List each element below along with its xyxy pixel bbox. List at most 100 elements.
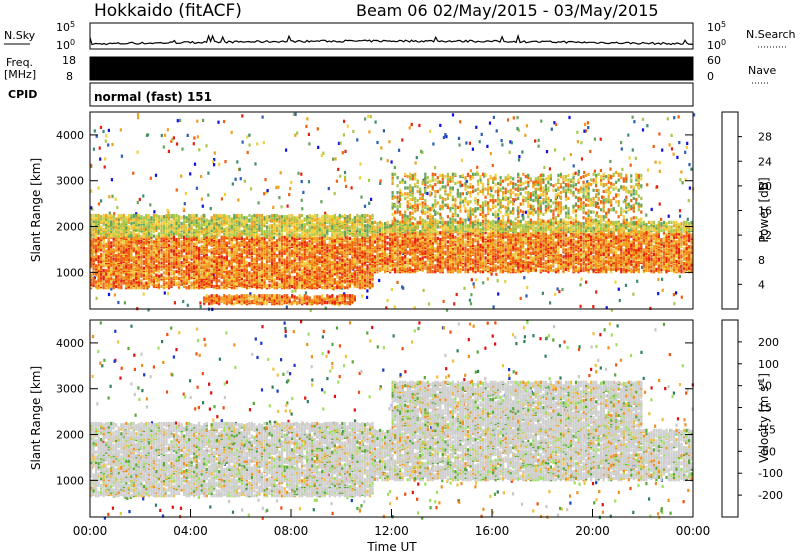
- band-cell: [218, 239, 221, 243]
- band-cell: [243, 267, 246, 271]
- band-cell: [240, 213, 243, 218]
- band-cell: [326, 235, 329, 239]
- scatter-cell: [344, 175, 347, 179]
- band-cell: [183, 217, 186, 221]
- scatter-cell: [584, 122, 587, 126]
- band-cell: [175, 281, 178, 285]
- band-cell: [150, 268, 153, 273]
- band-cell: [291, 270, 294, 274]
- band-cell: [160, 260, 163, 265]
- band-cell: [228, 233, 231, 237]
- band-cell: [301, 219, 304, 223]
- band-cell: [263, 263, 266, 267]
- band-cell: [160, 238, 163, 242]
- band-cell: [185, 278, 188, 282]
- scatter-cell: [468, 298, 471, 302]
- scatter-cell: [285, 148, 288, 152]
- scatter-cell: [145, 273, 148, 277]
- scatter-cell: [495, 272, 498, 276]
- band-cell: [338, 213, 341, 218]
- scatter-cell: [442, 135, 445, 140]
- scatter-cell: [414, 161, 417, 165]
- band-cell: [155, 275, 158, 279]
- band-cell: [203, 230, 206, 234]
- band-cell: [157, 251, 160, 255]
- scatter-cell: [166, 128, 169, 132]
- band-cell: [180, 272, 183, 276]
- band-cell: [198, 247, 201, 251]
- scatter-cell: [609, 191, 612, 195]
- band-cell: [132, 270, 135, 274]
- scatter-cell: [97, 186, 100, 190]
- scatter-cell: [154, 173, 158, 177]
- band-cell: [205, 248, 208, 252]
- scatter-cell: [91, 207, 94, 211]
- band-cell: [120, 272, 123, 276]
- scatter-cell: [543, 165, 546, 169]
- band-cell: [288, 252, 291, 257]
- band-cell: [333, 235, 336, 239]
- band-cell: [165, 264, 168, 268]
- band-cell: [233, 256, 236, 260]
- band-cell: [117, 274, 120, 278]
- band-cell: [243, 256, 246, 260]
- band-cell: [127, 282, 130, 286]
- band-cell: [280, 215, 284, 219]
- scatter-cell: [556, 287, 559, 291]
- band-cell: [213, 213, 216, 218]
- scatter-cell: [193, 136, 196, 140]
- scatter-cell: [688, 186, 691, 190]
- band-cell: [245, 263, 248, 267]
- scatter-cell: [490, 189, 493, 193]
- band-cell: [230, 231, 233, 235]
- band-cell: [160, 215, 163, 219]
- band-cell: [275, 239, 279, 243]
- scatter-cell: [199, 301, 202, 305]
- scatter-cell: [650, 207, 653, 211]
- band-cell: [183, 255, 186, 259]
- band-cell: [150, 252, 153, 257]
- band-cell: [142, 259, 145, 263]
- band-cell: [205, 235, 208, 239]
- band-cell: [167, 231, 171, 235]
- band-cell: [258, 226, 261, 230]
- scatter-cell: [192, 142, 195, 146]
- band-cell: [273, 241, 276, 245]
- band-cell: [185, 251, 188, 255]
- noise-search-label: N.Search: [746, 28, 796, 41]
- band-cell: [130, 231, 133, 235]
- band-cell: [230, 265, 233, 269]
- band-cell: [210, 216, 213, 220]
- scatter-cell: [306, 299, 309, 303]
- scatter-cell: [624, 198, 627, 203]
- band-cell: [338, 260, 341, 265]
- scatter-cell: [142, 194, 145, 198]
- band-cell: [188, 263, 191, 267]
- band-cell: [245, 255, 248, 259]
- band-cell: [203, 223, 206, 227]
- band-cell: [167, 222, 171, 226]
- band-cell: [195, 213, 198, 218]
- band-cell: [152, 230, 155, 234]
- band-cell: [135, 259, 138, 263]
- band-cell: [225, 241, 228, 245]
- band-cell: [142, 246, 145, 250]
- band-cell: [270, 218, 274, 222]
- scatter-cell: [620, 147, 623, 151]
- freq-label-top: Freq.: [6, 56, 33, 69]
- band-cell: [135, 280, 138, 284]
- band-cell: [288, 233, 291, 237]
- band-cell: [112, 231, 115, 235]
- band-cell: [220, 244, 223, 249]
- scatter-cell: [145, 133, 149, 137]
- band-cell: [208, 271, 211, 275]
- band-cell: [233, 235, 236, 239]
- scatter-cell: [625, 218, 628, 222]
- scatter-cell: [410, 122, 413, 127]
- band-cell: [283, 215, 286, 219]
- band-cell: [225, 226, 228, 230]
- scatter-cell: [492, 201, 495, 205]
- band-cell: [258, 281, 261, 285]
- scatter-cell: [583, 170, 586, 175]
- scatter-cell: [658, 132, 661, 136]
